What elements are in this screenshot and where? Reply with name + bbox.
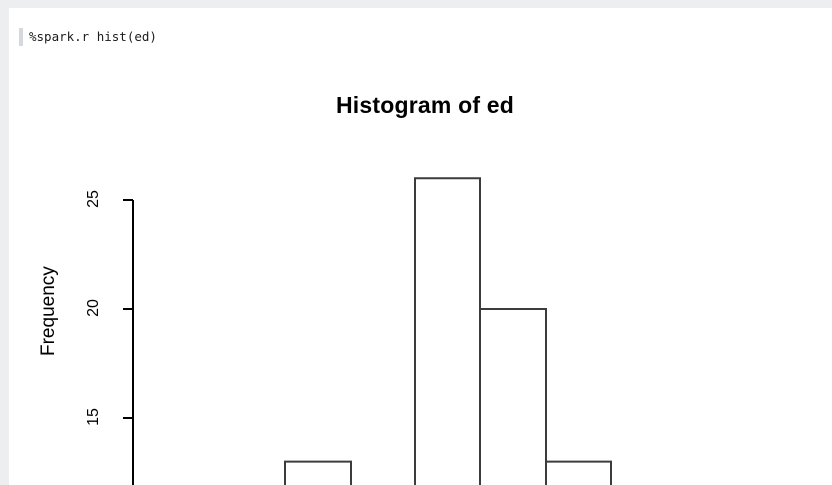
code-cell-gutter bbox=[19, 28, 23, 46]
plot-canvas bbox=[123, 177, 612, 485]
window-chrome-top bbox=[0, 0, 832, 8]
code-cell[interactable]: %spark.r hist(ed) bbox=[19, 24, 157, 50]
y-axis-ticks bbox=[123, 199, 133, 419]
histogram-bar bbox=[414, 177, 481, 485]
notebook-card: %spark.r hist(ed) Histogram of ed Freque… bbox=[9, 8, 832, 485]
histogram-bars bbox=[284, 177, 612, 485]
code-cell-text[interactable]: %spark.r hist(ed) bbox=[29, 29, 157, 44]
y-axis-tick-label: 15 bbox=[84, 408, 102, 426]
y-axis-tick-label: 25 bbox=[84, 190, 102, 208]
plot-title: Histogram of ed bbox=[335, 92, 515, 118]
histogram-bar bbox=[545, 460, 612, 485]
histogram-bar bbox=[284, 460, 352, 485]
y-axis bbox=[123, 199, 134, 485]
histogram-bar bbox=[479, 308, 547, 485]
histogram-plot: Histogram of ed Frequency 15 20 25 bbox=[9, 56, 832, 485]
y-axis-tick-label: 20 bbox=[84, 299, 102, 317]
y-axis-label: Frequency bbox=[38, 266, 59, 356]
window-chrome-left bbox=[0, 0, 9, 485]
